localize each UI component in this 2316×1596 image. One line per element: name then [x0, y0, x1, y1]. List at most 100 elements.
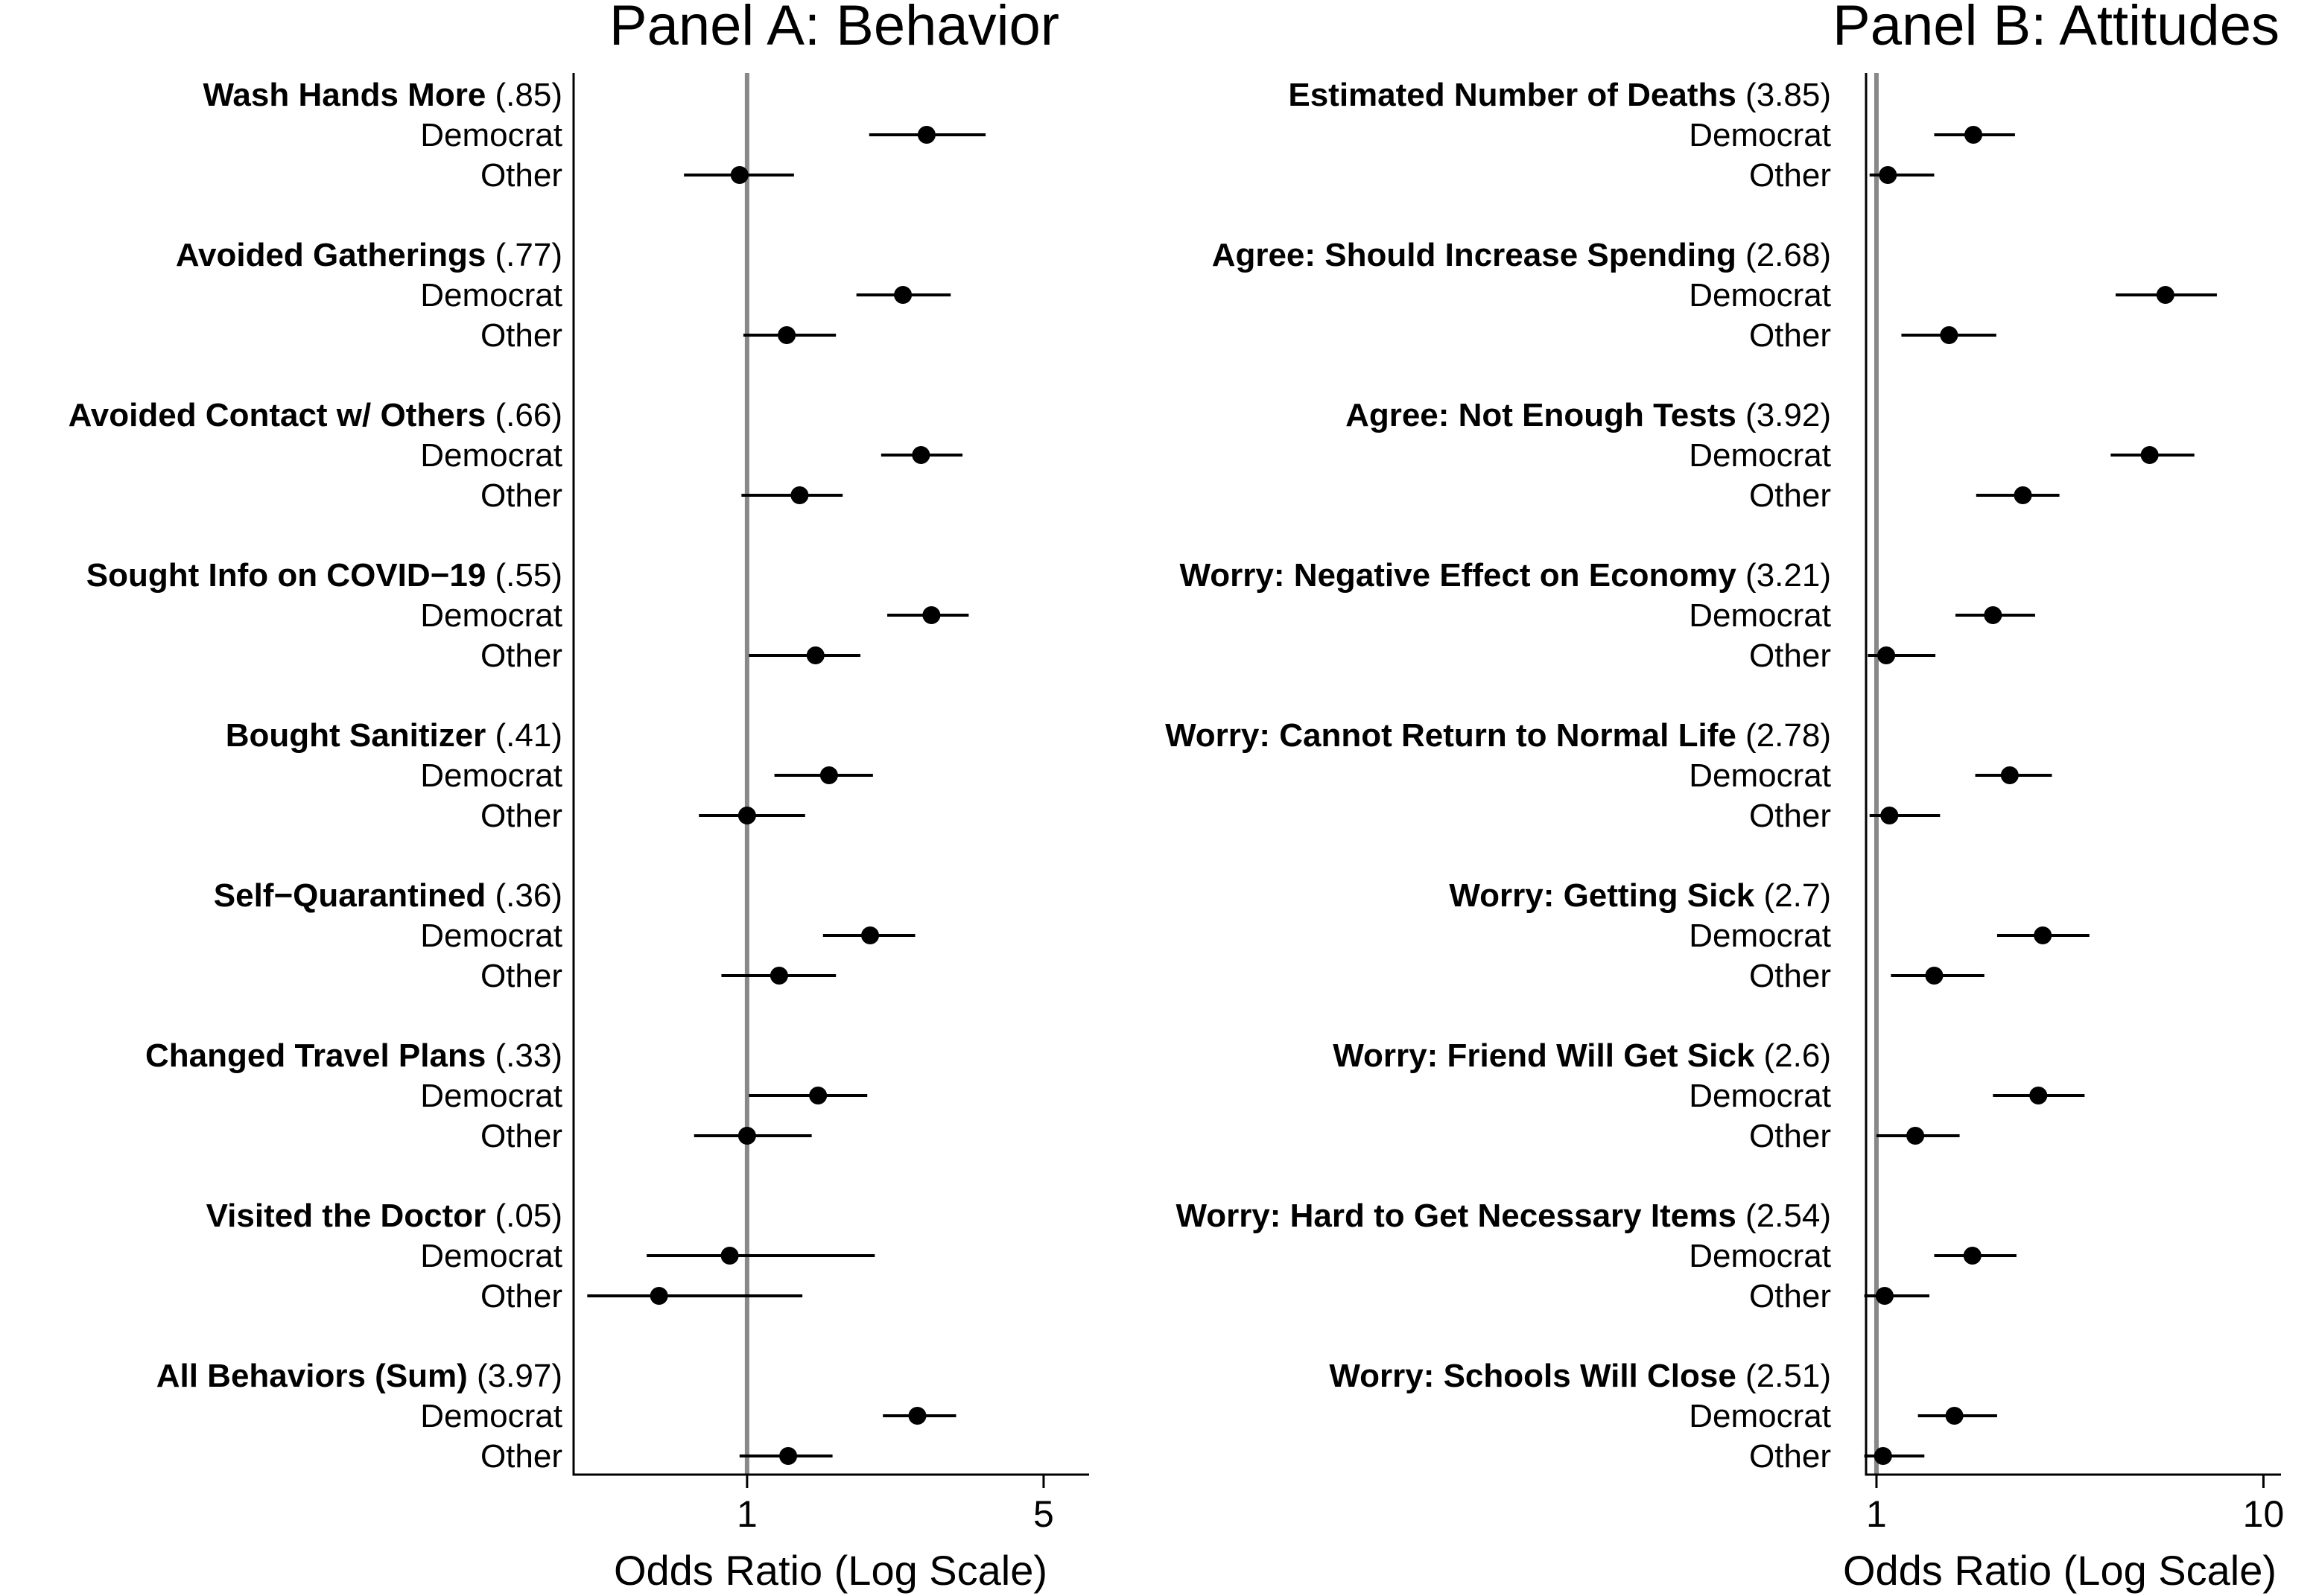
- panel-title: Panel A: Behavior: [609, 0, 1059, 57]
- row-label-other: Other: [1749, 157, 1831, 194]
- item-label-stat: (.77): [495, 237, 562, 273]
- item-label-stat: (2.7): [1764, 877, 1831, 914]
- point-democrat: [922, 606, 941, 624]
- point-other: [737, 807, 756, 824]
- item-label-name: Visited the Doctor: [206, 1198, 495, 1234]
- point-democrat: [809, 1087, 828, 1104]
- item-label: Avoided Contact w/ Others (.66): [69, 397, 562, 433]
- point-other: [1877, 646, 1896, 664]
- item-label-stat: (3.85): [1745, 77, 1831, 113]
- row-label-other: Other: [1749, 1278, 1831, 1314]
- row-label-other: Other: [480, 638, 562, 674]
- point-democrat: [2140, 446, 2159, 464]
- item-label: Worry: Friend Will Get Sick (2.6): [1333, 1037, 1831, 1074]
- row-label-democrat: Democrat: [1689, 277, 1831, 314]
- item-label-stat: (2.78): [1745, 717, 1831, 754]
- point-other: [730, 166, 749, 184]
- point-democrat: [894, 286, 913, 304]
- item-group: Avoided Contact w/ Others (.66) DemocratO…: [69, 397, 963, 514]
- row-label-other: Other: [1749, 317, 1831, 354]
- item-label: Sought Info on COVID−19 (.55): [86, 557, 562, 594]
- point-other: [1880, 807, 1899, 824]
- item-label: Worry: Getting Sick (2.7): [1449, 877, 1831, 914]
- panel-title: Panel B: Attitudes: [1833, 0, 2279, 57]
- row-label-democrat: Democrat: [1689, 1238, 1831, 1274]
- item-label-stat: (2.6): [1764, 1037, 1831, 1074]
- row-label-other: Other: [1749, 638, 1831, 674]
- row-label-other: Other: [1749, 1118, 1831, 1154]
- item-label-stat: (3.97): [477, 1358, 562, 1394]
- row-label-democrat: Democrat: [420, 1398, 562, 1434]
- row-label-other: Other: [1749, 1438, 1831, 1475]
- row-label-other: Other: [1749, 958, 1831, 994]
- row-label-democrat: Democrat: [1689, 117, 1831, 153]
- item-label-stat: (2.54): [1745, 1198, 1831, 1234]
- row-label-other: Other: [480, 1438, 562, 1475]
- point-other: [778, 326, 796, 344]
- item-label: Worry: Schools Will Close (2.51): [1329, 1358, 1831, 1394]
- point-democrat: [819, 766, 838, 784]
- item-label: Self−Quarantined (.36): [214, 877, 562, 914]
- row-label-democrat: Democrat: [1689, 437, 1831, 474]
- item-label-stat: (.41): [495, 717, 562, 754]
- item-label-name: Worry: Getting Sick: [1449, 877, 1763, 914]
- point-democrat: [2000, 766, 2019, 784]
- item-label-name: Avoided Contact w/ Others: [69, 397, 495, 433]
- item-label-name: Worry: Hard to Get Necessary Items: [1176, 1198, 1745, 1234]
- item-label: Agree: Not Enough Tests (3.92): [1345, 397, 1831, 433]
- row-label-other: Other: [480, 317, 562, 354]
- item-label: Bought Sanitizer (.41): [226, 717, 562, 754]
- point-democrat: [912, 446, 930, 464]
- point-other: [737, 1127, 756, 1145]
- row-label-other: Other: [1749, 798, 1831, 834]
- item-label-stat: (.66): [495, 397, 562, 433]
- point-democrat: [1984, 606, 2002, 624]
- item-label-name: Bought Sanitizer: [226, 717, 495, 754]
- item-group: Wash Hands More (.85) Democrat Other: [203, 77, 986, 194]
- panel-a: Panel A: Behavior 1 5 Odds Ratio (Log Scale…: [69, 0, 1089, 1594]
- item-label: Estimated Number of Deaths (3.85): [1288, 77, 1831, 113]
- point-democrat: [2034, 926, 2052, 944]
- row-label-democrat: Democrat: [420, 277, 562, 314]
- item-label-stat: (2.51): [1745, 1358, 1831, 1394]
- item-label-stat: (3.92): [1745, 397, 1831, 433]
- point-democrat: [1964, 126, 1983, 144]
- row-label-democrat: Democrat: [420, 757, 562, 794]
- item-group: Visited the Doctor (.05) Democrat Other: [206, 1198, 875, 1314]
- row-label-other: Other: [480, 798, 562, 834]
- row-label-democrat: Democrat: [420, 117, 562, 153]
- row-label-democrat: Democrat: [420, 1078, 562, 1114]
- point-other: [1875, 1287, 1894, 1305]
- item-label-name: Agree: Should Increase Spending: [1212, 237, 1745, 273]
- point-other: [1940, 326, 1958, 344]
- point-democrat: [908, 1407, 927, 1425]
- row-label-democrat: Democrat: [1689, 1398, 1831, 1434]
- point-other: [1874, 1447, 1892, 1465]
- row-label-democrat: Democrat: [420, 918, 562, 954]
- item-group: Worry: Friend Will Get Sick (2.6) Democra…: [1333, 1037, 2085, 1154]
- row-label-democrat: Democrat: [420, 437, 562, 474]
- item-label: All Behaviors (Sum) (3.97): [156, 1358, 562, 1394]
- item-group: Sought Info on COVID−19 (.55)Democrat Oth…: [86, 557, 969, 674]
- row-label-other: Other: [480, 157, 562, 194]
- item-label-stat: (.85): [495, 77, 562, 113]
- x-tick-label: 1: [1866, 1493, 1887, 1535]
- item-label-stat: (.36): [495, 877, 562, 914]
- item-label-stat: (.55): [495, 557, 562, 594]
- item-label-name: Worry: Schools Will Close: [1329, 1358, 1745, 1394]
- item-group: Self−Quarantined (.36) Democrat Other: [214, 877, 916, 994]
- item-label-name: Wash Hands More: [203, 77, 495, 113]
- row-label-democrat: Democrat: [1689, 918, 1831, 954]
- item-label-name: Worry: Friend Will Get Sick: [1333, 1037, 1763, 1074]
- item-label-name: Estimated Number of Deaths: [1288, 77, 1745, 113]
- row-label-democrat: Democrat: [1689, 757, 1831, 794]
- point-democrat: [2029, 1087, 2048, 1104]
- x-axis-label: Odds Ratio (Log Scale): [1843, 1547, 2277, 1594]
- item-label-name: Sought Info on COVID−19: [86, 557, 495, 594]
- row-label-democrat: Democrat: [1689, 597, 1831, 634]
- item-label-name: Worry: Negative Effect on Economy: [1179, 557, 1745, 594]
- item-label: Worry: Negative Effect on Economy (3.21): [1179, 557, 1831, 594]
- item-label: Visited the Doctor (.05): [206, 1198, 562, 1234]
- point-democrat: [1945, 1407, 1964, 1425]
